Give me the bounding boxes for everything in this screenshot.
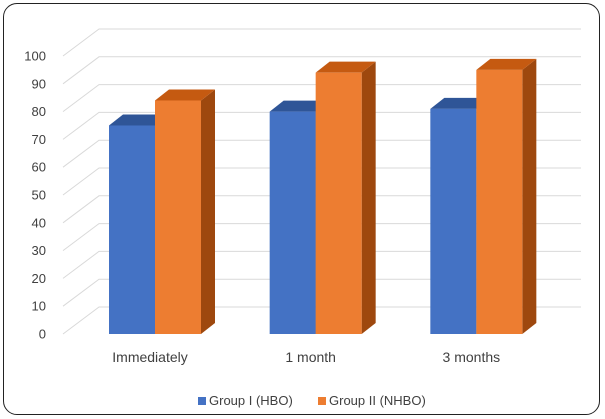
gridline	[62, 84, 581, 112]
x-category-label: Immediately	[112, 349, 187, 365]
bar	[109, 125, 155, 334]
bar	[315, 72, 362, 335]
x-category-label: 1 month	[285, 349, 336, 365]
bar-top	[155, 89, 215, 101]
gridline	[62, 306, 581, 335]
bars	[109, 58, 537, 335]
legend: Group I (HBO) Group II (NHBO)	[198, 393, 426, 408]
bar-top	[315, 61, 376, 73]
legend-swatch	[318, 397, 326, 405]
y-tick-label: 40	[32, 215, 46, 230]
gridline	[62, 28, 581, 57]
gridline	[62, 167, 581, 196]
y-tick-label: 0	[39, 327, 46, 342]
y-tick-label: 60	[32, 160, 46, 175]
y-axis-ticks: 0 10 20 30 40 50 60 70 80 90 100	[24, 49, 46, 342]
bar-top	[430, 97, 491, 109]
y-tick-label: 10	[32, 299, 46, 314]
gridline	[62, 111, 581, 140]
bar-side	[201, 89, 215, 334]
y-tick-label: 50	[32, 188, 46, 203]
gridlines	[62, 28, 581, 335]
gridline	[62, 56, 581, 85]
bar-top	[109, 114, 169, 126]
gridline	[62, 223, 581, 252]
legend-label: Group I (HBO)	[209, 393, 293, 408]
gridline	[62, 139, 581, 168]
legend-swatch	[198, 397, 206, 405]
y-tick-label: 20	[32, 271, 46, 286]
bar-side	[361, 61, 376, 335]
y-tick-label: 90	[32, 76, 46, 91]
bar	[155, 100, 201, 334]
bar	[430, 108, 477, 334]
gridline	[62, 278, 581, 307]
bar	[269, 111, 316, 334]
bar	[476, 69, 523, 335]
y-tick-label: 30	[32, 243, 46, 258]
x-category-label: 3 months	[443, 349, 501, 365]
bar-side	[522, 58, 537, 335]
bar-top	[476, 58, 537, 70]
y-tick-label: 80	[32, 104, 46, 119]
gridline	[62, 250, 581, 279]
y-tick-label: 70	[32, 132, 46, 147]
x-axis-categories: Immediately 1 month 3 months	[112, 349, 500, 365]
gridline	[62, 195, 581, 224]
legend-label: Group II (NHBO)	[329, 393, 426, 408]
y-tick-label: 100	[24, 49, 46, 64]
bar-top	[269, 100, 330, 112]
